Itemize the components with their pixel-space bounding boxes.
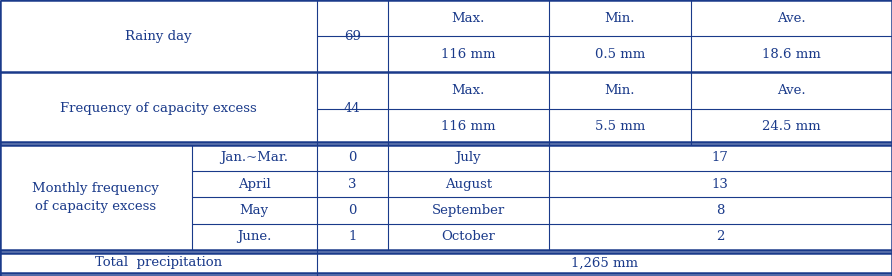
- Text: Ave.: Ave.: [777, 84, 806, 97]
- Text: 1: 1: [348, 230, 357, 243]
- Text: Frequency of capacity excess: Frequency of capacity excess: [60, 102, 257, 115]
- Text: 18.6 mm: 18.6 mm: [763, 48, 821, 61]
- Text: 69: 69: [343, 30, 361, 43]
- Text: 44: 44: [344, 102, 360, 115]
- Text: Jan.~Mar.: Jan.~Mar.: [220, 152, 288, 164]
- Text: Rainy day: Rainy day: [125, 30, 192, 43]
- Text: Min.: Min.: [605, 12, 635, 25]
- Text: Total  precipitation: Total precipitation: [95, 256, 222, 269]
- Text: Max.: Max.: [451, 84, 485, 97]
- Text: 3: 3: [348, 178, 357, 191]
- Text: 116 mm: 116 mm: [441, 120, 496, 133]
- Text: Ave.: Ave.: [777, 12, 806, 25]
- Text: 17: 17: [712, 152, 729, 164]
- Text: 116 mm: 116 mm: [441, 48, 496, 61]
- Text: May: May: [240, 204, 268, 217]
- Text: 24.5 mm: 24.5 mm: [763, 120, 821, 133]
- Text: 2: 2: [716, 230, 724, 243]
- Text: April: April: [238, 178, 270, 191]
- Text: Monthly frequency
of capacity excess: Monthly frequency of capacity excess: [32, 182, 160, 213]
- Text: 0: 0: [348, 152, 357, 164]
- Text: Max.: Max.: [451, 12, 485, 25]
- Text: September: September: [432, 204, 505, 217]
- Text: 13: 13: [712, 178, 729, 191]
- Text: October: October: [442, 230, 495, 243]
- Text: 8: 8: [716, 204, 724, 217]
- Text: 0: 0: [348, 204, 357, 217]
- Text: 0.5 mm: 0.5 mm: [595, 48, 645, 61]
- Text: July: July: [456, 152, 481, 164]
- Text: August: August: [445, 178, 491, 191]
- Text: 1,265 mm: 1,265 mm: [571, 256, 638, 269]
- Text: June.: June.: [237, 230, 271, 243]
- Text: 5.5 mm: 5.5 mm: [595, 120, 645, 133]
- Text: Min.: Min.: [605, 84, 635, 97]
